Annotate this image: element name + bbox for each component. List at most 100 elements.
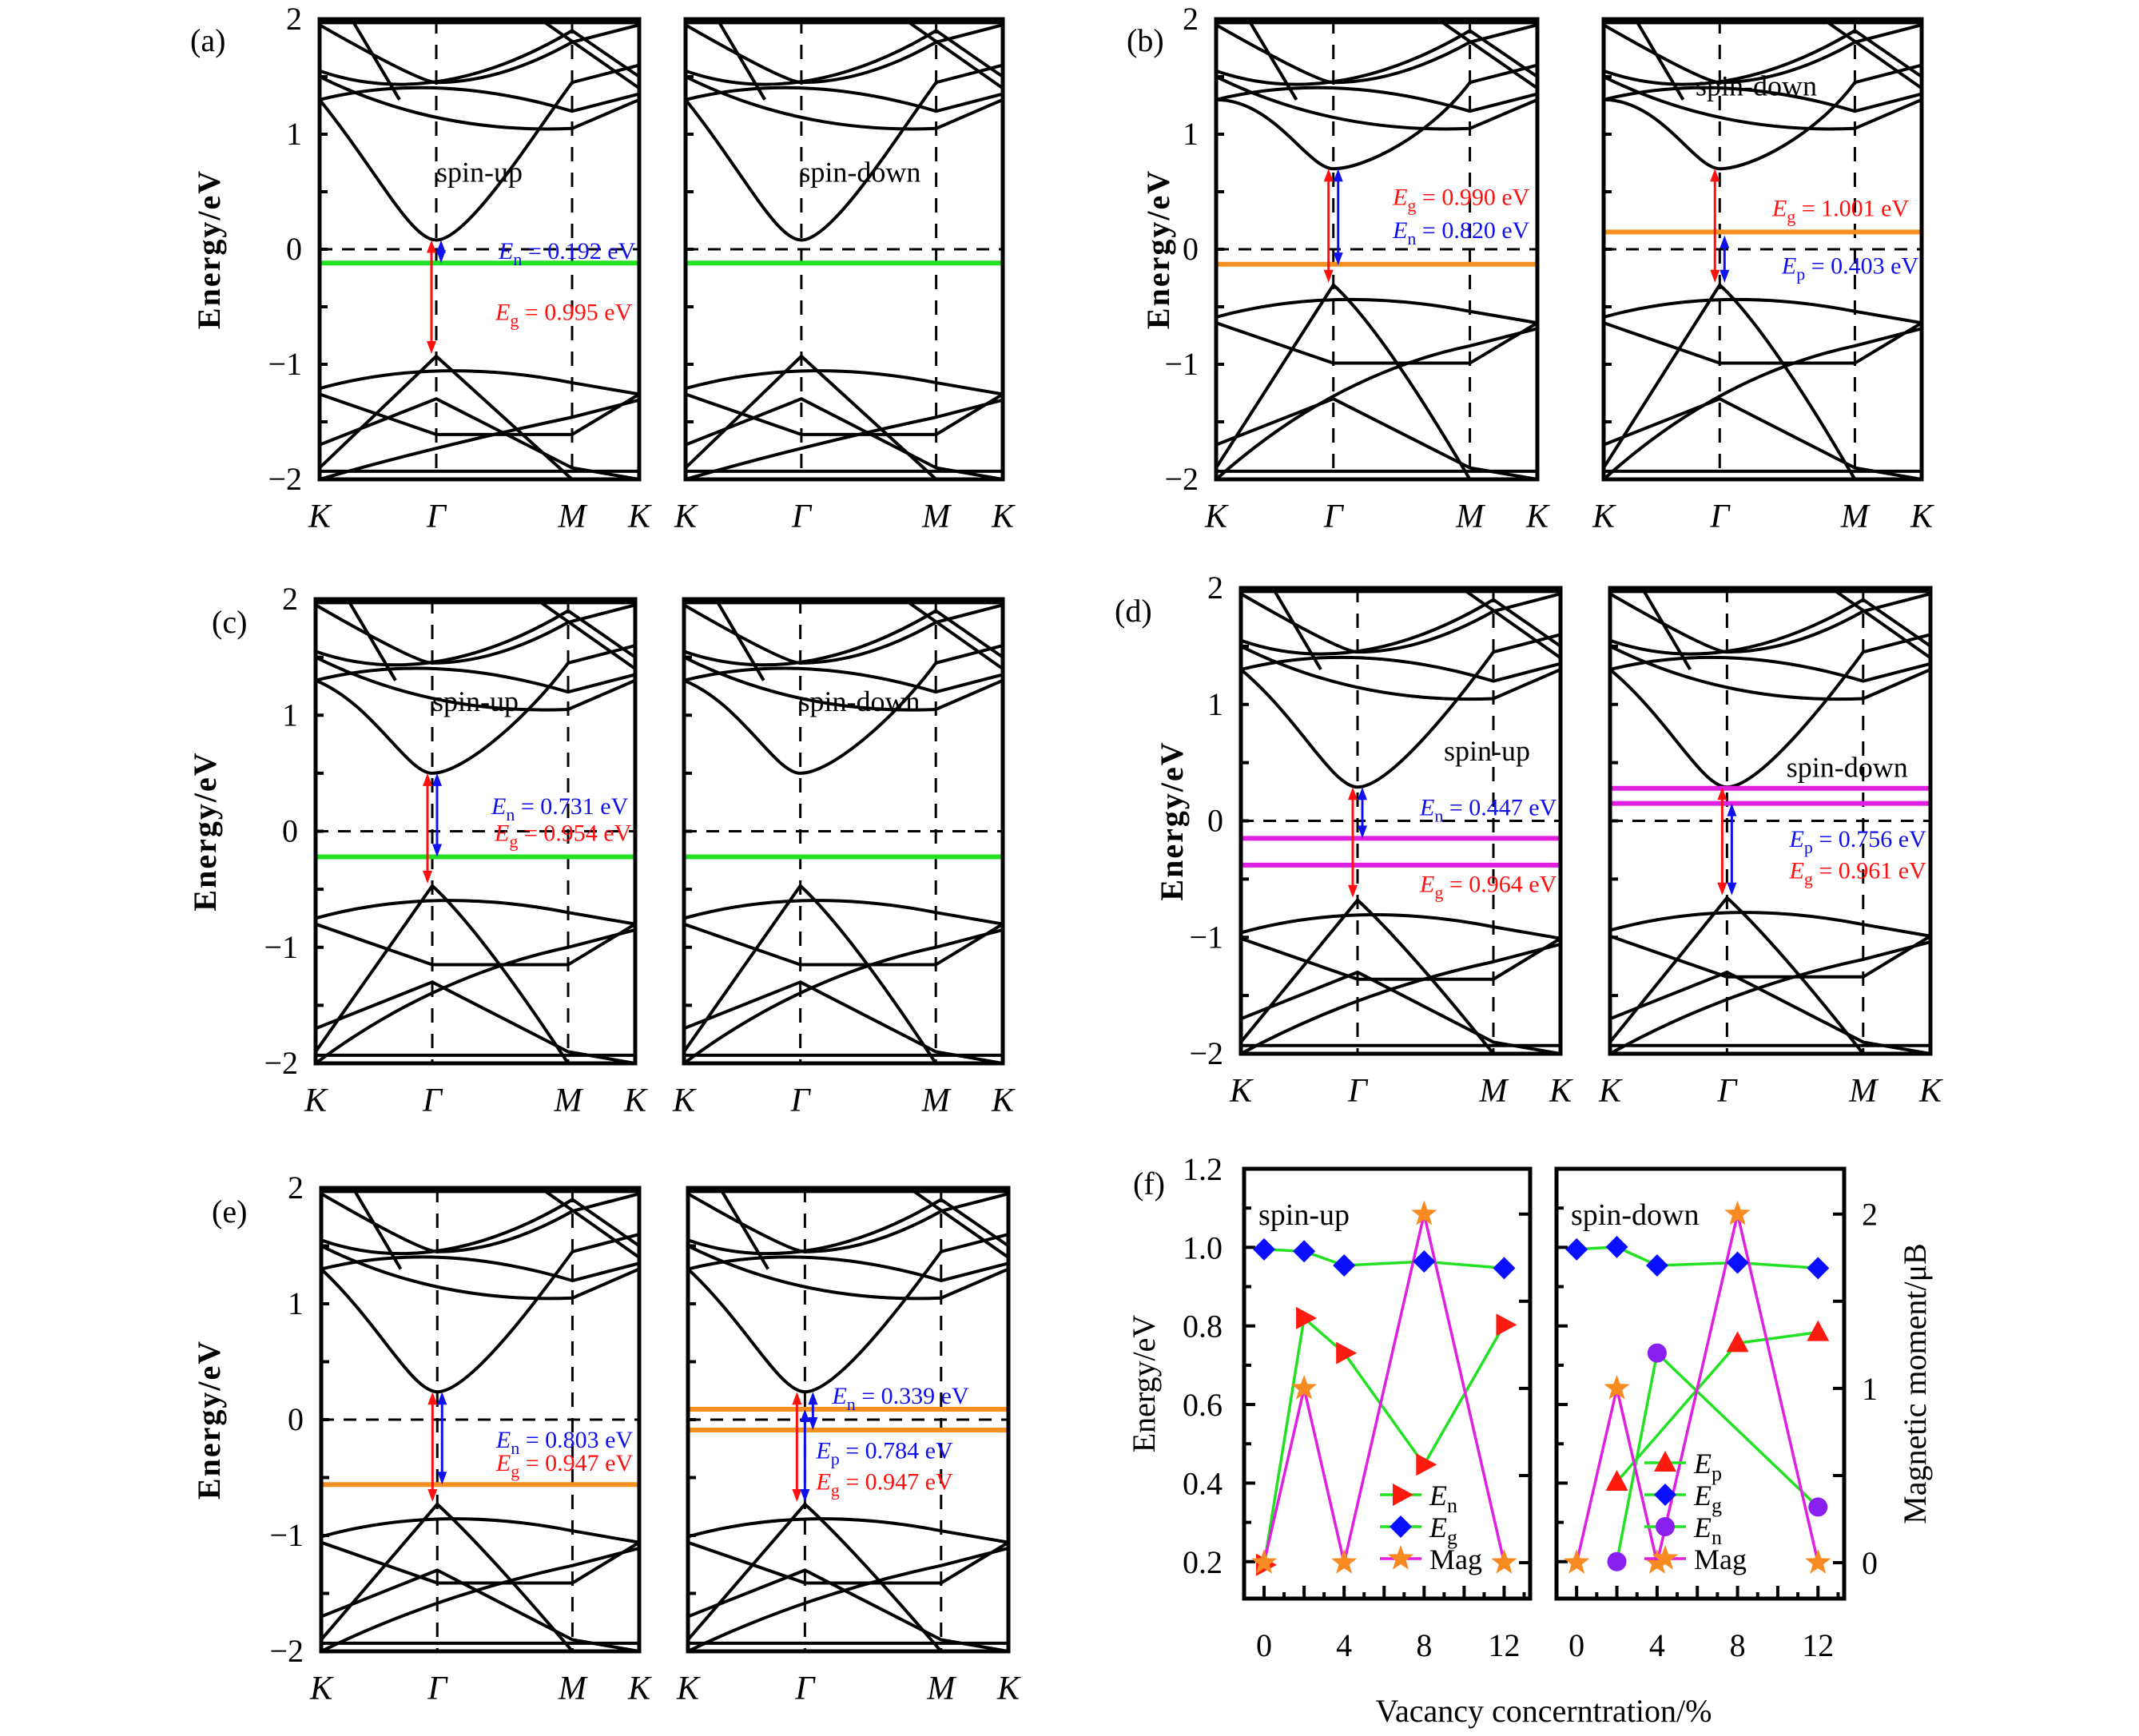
y-tick-label: −2	[1164, 461, 1199, 497]
legend-label: Eg	[1429, 1512, 1457, 1549]
x-axis-label: Vacancy concerntration/%	[1376, 1693, 1712, 1729]
symbol: E	[1693, 1512, 1712, 1543]
kpoint-label: K	[1918, 1073, 1943, 1110]
data-point-Ep	[1807, 1320, 1830, 1341]
kpoint-label: K	[1549, 1073, 1573, 1110]
arrow-head-down	[1710, 269, 1720, 283]
y-axis-label: Energy/eV	[1140, 169, 1176, 329]
band-line	[688, 1501, 943, 1651]
band-line	[1437, 19, 1537, 90]
band-line	[316, 655, 635, 712]
symbol: E	[494, 820, 509, 847]
arrow-head-down	[1358, 825, 1367, 839]
y-tick-label: −1	[264, 929, 298, 965]
symbol: E	[495, 1427, 511, 1453]
spin-label: spin-up	[432, 685, 519, 717]
gap-annotation: En = 0.447 eV	[1419, 795, 1557, 826]
band-line	[321, 1501, 574, 1651]
kpoint-label: K	[1204, 499, 1229, 535]
band-line	[1241, 913, 1561, 940]
subscript: n	[847, 1394, 856, 1414]
legend-label: En	[1693, 1512, 1722, 1549]
x-tick-label: 4	[1649, 1627, 1665, 1663]
gap-annotation: Eg = 0.961 eV	[1789, 857, 1927, 888]
kpoint-label: K	[309, 1670, 334, 1707]
y-tick-label: 0	[282, 813, 298, 849]
gap-annotation: Eg = 1.001 eV	[1771, 196, 1910, 227]
kpoint-label: Γ	[790, 1083, 812, 1119]
data-point-En	[1607, 1551, 1627, 1571]
data-point-En	[1808, 1497, 1828, 1517]
kpoint-label: M	[1848, 1073, 1879, 1110]
arrow-head-down	[1720, 269, 1730, 283]
y-tick-label: 0	[1207, 803, 1223, 839]
band-line	[684, 609, 1003, 667]
band-line	[684, 928, 1003, 1063]
arrow-head-down	[1727, 882, 1737, 896]
arrow-head-up	[432, 773, 442, 786]
legend-entry: Ep	[1644, 1448, 1722, 1485]
kpoint-label: K	[672, 1083, 697, 1119]
band-line	[684, 655, 1003, 712]
y-axis-label: Energy/eV	[187, 751, 223, 911]
arrow-head-down	[436, 250, 446, 264]
y-tick-label: 1	[1183, 116, 1199, 152]
band-line	[320, 29, 639, 86]
arrow-head-up	[1727, 803, 1737, 816]
band-line	[1610, 895, 1865, 1054]
gap-annotation: Eg = 0.947 eV	[495, 1450, 634, 1481]
kpoint-label: Γ	[427, 1670, 448, 1707]
kpoint-label: K	[674, 499, 698, 535]
subscript: n	[1407, 228, 1416, 248]
y-tick-label: 1	[288, 1285, 304, 1321]
plot-area	[1216, 19, 1537, 479]
band-line	[1604, 397, 1922, 479]
x-tick-label: 8	[1416, 1627, 1432, 1663]
kpoint-label: Γ	[1347, 1073, 1369, 1110]
band-line	[321, 1233, 639, 1394]
band-line	[321, 1244, 639, 1301]
data-point-Eg	[1605, 1235, 1628, 1258]
marker-star	[1652, 1545, 1679, 1570]
band-line	[316, 928, 635, 1063]
x-tick-label: 0	[1256, 1627, 1272, 1663]
data-point-En	[1496, 1313, 1517, 1337]
band-line	[688, 1255, 1008, 1283]
band-line	[688, 1198, 1008, 1256]
arrow-head-down	[792, 1488, 802, 1502]
x-tick-label: 4	[1336, 1627, 1352, 1663]
band-line	[1246, 19, 1298, 101]
marker-triangle-up	[1654, 1451, 1676, 1472]
data-point-Mag	[1331, 1549, 1358, 1574]
kpoint-label: K	[676, 1670, 701, 1707]
arrow-head-up	[437, 1392, 447, 1405]
band-line	[1241, 645, 1561, 701]
kpoint-label: M	[1455, 499, 1485, 535]
kpoint-label: Γ	[1709, 499, 1731, 535]
band-line	[320, 369, 639, 396]
arrow-head-down	[427, 1488, 438, 1502]
band-plot-spin-down: spin-down K Γ M K	[672, 597, 1016, 1119]
y-tick-label: −2	[1189, 1035, 1223, 1071]
band-line	[1610, 911, 1930, 938]
band-line	[539, 1188, 639, 1259]
band-line	[718, 1188, 769, 1270]
arrow-head-up	[808, 1392, 818, 1405]
symbol: E	[1693, 1448, 1712, 1480]
band-line	[320, 85, 639, 113]
y-right-tick-label: 2	[1862, 1197, 1878, 1233]
kpoint-label: K	[304, 1083, 328, 1119]
marker-circle	[1656, 1517, 1675, 1536]
band-line	[1604, 75, 1922, 131]
band-line	[316, 883, 570, 1063]
band-line	[1241, 598, 1561, 656]
band-line	[1604, 63, 1922, 171]
legend-label: Eg	[1693, 1480, 1722, 1517]
band-line	[320, 354, 574, 479]
marker-diamond	[1390, 1516, 1412, 1538]
legend-label: Mag	[1694, 1543, 1747, 1575]
subscript: p	[1796, 264, 1805, 284]
